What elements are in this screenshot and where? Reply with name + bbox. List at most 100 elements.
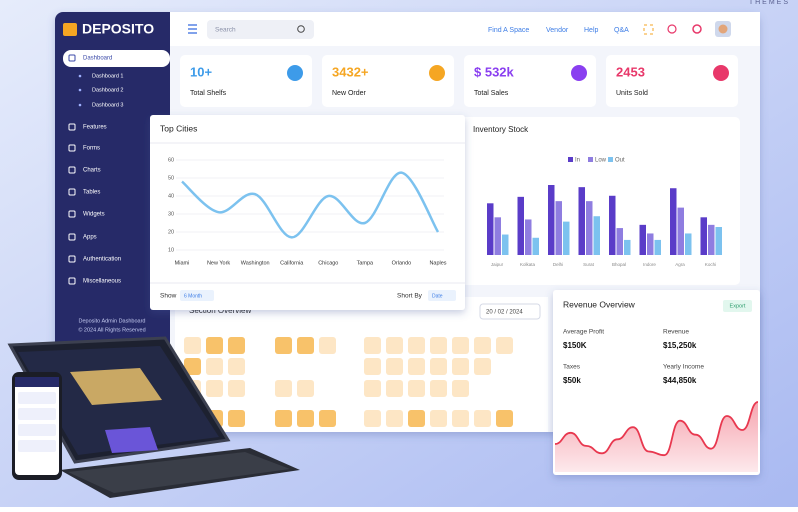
- menu-item[interactable]: Miscellaneous: [83, 279, 121, 285]
- x-tick-label: Jaipur: [491, 262, 504, 267]
- stat-card: [606, 55, 738, 107]
- search-icon: [297, 25, 305, 33]
- stat-value: 3432+: [332, 64, 369, 79]
- sort-select[interactable]: [428, 290, 456, 301]
- bar: [525, 219, 532, 255]
- seat[interactable]: [386, 358, 403, 375]
- date-box[interactable]: [479, 303, 541, 320]
- seat[interactable]: [297, 337, 314, 354]
- seat[interactable]: [228, 358, 245, 375]
- seat[interactable]: [408, 337, 425, 354]
- stat-label: Total Sales: [474, 90, 509, 97]
- nav-link[interactable]: Help: [584, 27, 599, 34]
- filter-select[interactable]: [180, 290, 214, 301]
- stat-label: Total Shelfs: [190, 90, 227, 97]
- nav-link[interactable]: Vendor: [546, 27, 569, 34]
- stat-icon: [571, 65, 587, 81]
- seat[interactable]: [452, 410, 469, 427]
- seat[interactable]: [184, 358, 201, 375]
- seat[interactable]: [364, 358, 381, 375]
- seat[interactable]: [474, 337, 491, 354]
- phone-card: [18, 408, 56, 420]
- seat[interactable]: [206, 337, 223, 354]
- seat[interactable]: [228, 337, 245, 354]
- seat[interactable]: [228, 380, 245, 397]
- seat[interactable]: [184, 337, 201, 354]
- menu-item[interactable]: Dashboard: [83, 56, 112, 62]
- bar: [624, 239, 631, 255]
- seat[interactable]: [452, 380, 469, 397]
- seat[interactable]: [228, 410, 245, 427]
- seat[interactable]: [430, 380, 447, 397]
- stat-label: Units Sold: [616, 90, 648, 97]
- menu-icon: [68, 54, 76, 62]
- seat[interactable]: [452, 337, 469, 354]
- seat[interactable]: [206, 358, 223, 375]
- seat[interactable]: [275, 410, 292, 427]
- seat[interactable]: [430, 358, 447, 375]
- seat[interactable]: [386, 380, 403, 397]
- seat[interactable]: [206, 380, 223, 397]
- sidebar-footer: © 2024 All Rights Reserved: [78, 326, 145, 333]
- menu-icon: [68, 210, 76, 218]
- bar: [647, 233, 654, 255]
- menu-item[interactable]: Authentication: [83, 257, 121, 263]
- menu-item[interactable]: Charts: [83, 168, 101, 174]
- menu-item[interactable]: Features: [83, 125, 107, 131]
- bar: [578, 187, 585, 255]
- seat[interactable]: [408, 358, 425, 375]
- seat[interactable]: [319, 410, 336, 427]
- seat[interactable]: [297, 410, 314, 427]
- nav-link[interactable]: Q&A: [614, 27, 629, 34]
- seat[interactable]: [364, 410, 381, 427]
- seat[interactable]: [430, 410, 447, 427]
- legend-label: In: [575, 158, 580, 164]
- metric-label: Average Profit: [563, 329, 604, 336]
- x-tick-label: California: [280, 260, 304, 266]
- area-fill: [555, 402, 758, 472]
- submenu-dot: [78, 74, 82, 78]
- seat[interactable]: [275, 337, 292, 354]
- stat-icon: [287, 65, 303, 81]
- seat[interactable]: [386, 410, 403, 427]
- submenu-item[interactable]: Dashboard 3: [92, 102, 124, 108]
- seat[interactable]: [408, 410, 425, 427]
- menu-item[interactable]: Forms: [83, 146, 100, 152]
- menu-active: [63, 50, 170, 67]
- brand: DEPOSITO: [82, 21, 154, 37]
- search-placeholder: Search: [215, 27, 236, 34]
- export-button[interactable]: [723, 300, 752, 312]
- y-tick-label: 50: [168, 175, 174, 181]
- card-title: Revenue Overview: [563, 299, 636, 309]
- bar: [548, 185, 555, 255]
- menu-icon: [68, 277, 76, 285]
- menu-item[interactable]: Tables: [83, 190, 100, 196]
- seat[interactable]: [496, 337, 513, 354]
- seat[interactable]: [386, 337, 403, 354]
- x-tick-label: Bhopal: [612, 262, 626, 267]
- seat[interactable]: [275, 380, 292, 397]
- bar: [586, 201, 593, 255]
- legend-label: Low: [595, 158, 607, 164]
- tablet-seats: [70, 368, 162, 405]
- seat[interactable]: [319, 337, 336, 354]
- bar: [532, 237, 539, 255]
- submenu-item[interactable]: Dashboard 2: [92, 87, 124, 93]
- seat[interactable]: [474, 358, 491, 375]
- menu-icon: [68, 166, 76, 174]
- seat[interactable]: [364, 380, 381, 397]
- menu-item[interactable]: Widgets: [83, 212, 105, 218]
- seat[interactable]: [474, 410, 491, 427]
- bar: [555, 201, 562, 255]
- menu-item[interactable]: Apps: [83, 235, 97, 241]
- submenu-item[interactable]: Dashboard 1: [92, 73, 124, 79]
- x-tick-label: Chicago: [318, 260, 338, 266]
- seat[interactable]: [496, 410, 513, 427]
- seat[interactable]: [297, 380, 314, 397]
- search-box[interactable]: [207, 20, 314, 39]
- seat[interactable]: [364, 337, 381, 354]
- seat[interactable]: [430, 337, 447, 354]
- nav-link[interactable]: Find A Space: [488, 27, 529, 34]
- seat[interactable]: [452, 358, 469, 375]
- seat[interactable]: [408, 380, 425, 397]
